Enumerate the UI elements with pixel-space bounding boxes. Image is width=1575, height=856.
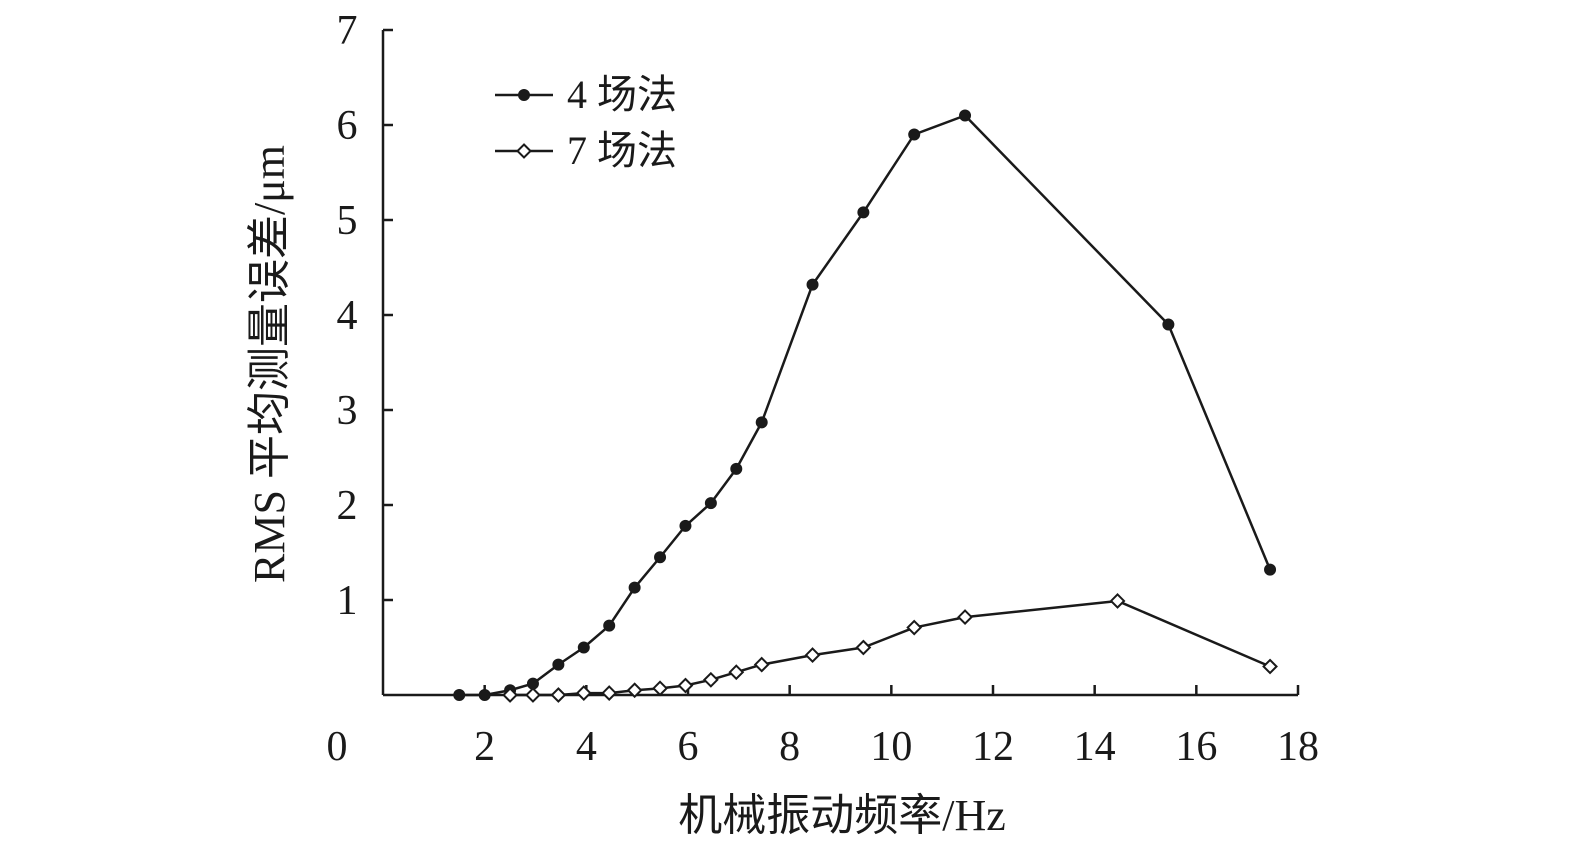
data-point xyxy=(453,689,466,701)
y-tick-label: 3 xyxy=(337,388,358,434)
data-point xyxy=(1264,563,1277,576)
data-point xyxy=(677,677,694,694)
legend-marker xyxy=(518,89,530,101)
y-tick-label: 2 xyxy=(337,483,358,529)
data-point xyxy=(679,519,692,532)
data-point xyxy=(730,462,743,475)
y-tick-label: 1 xyxy=(337,578,358,624)
data-point xyxy=(806,278,819,291)
y-tick-label: 4 xyxy=(337,293,358,339)
data-point xyxy=(577,641,590,654)
data-point xyxy=(704,497,717,510)
data-point xyxy=(652,680,668,697)
data-point xyxy=(908,128,921,141)
series-line xyxy=(510,599,1271,697)
data-point xyxy=(957,609,973,626)
x-tick-label: 6 xyxy=(678,724,699,770)
data-point xyxy=(550,687,567,703)
x-tick-label: 4 xyxy=(576,724,597,770)
legend-marker xyxy=(516,143,532,159)
data-point xyxy=(702,671,719,688)
series-1 xyxy=(453,109,1277,701)
data-point xyxy=(755,416,768,429)
legend-label: 7 场法 xyxy=(567,128,677,173)
legend: 4 场法 7 场法 xyxy=(495,72,677,173)
y-tick-label: 5 xyxy=(337,198,358,244)
series-2 xyxy=(502,593,1278,703)
origin-label: 0 xyxy=(327,724,348,770)
x-tick-label: 16 xyxy=(1175,724,1217,770)
data-point xyxy=(601,685,618,702)
data-point xyxy=(753,656,770,673)
data-point xyxy=(654,551,667,564)
data-point xyxy=(525,687,541,703)
x-tick-label: 10 xyxy=(870,724,912,770)
series-layer xyxy=(453,109,1278,703)
x-tick-label: 12 xyxy=(972,724,1014,770)
data-point xyxy=(857,206,870,219)
data-point xyxy=(552,658,565,671)
x-tick-label: 14 xyxy=(1074,724,1116,770)
x-tick-label: 2 xyxy=(474,724,495,770)
legend-item-2: 7 场法 xyxy=(495,128,677,173)
data-point xyxy=(804,647,821,664)
data-point xyxy=(502,687,518,703)
data-point xyxy=(906,619,923,636)
data-point xyxy=(1262,658,1278,675)
data-point xyxy=(626,682,643,699)
legend-label: 4 场法 xyxy=(567,72,677,117)
data-point xyxy=(728,664,745,681)
data-point xyxy=(855,639,872,656)
series-line xyxy=(459,114,1272,697)
y-tick-label: 6 xyxy=(337,103,358,149)
data-point xyxy=(628,581,641,594)
data-point xyxy=(1109,593,1126,609)
data-point xyxy=(603,619,616,632)
y-tick-label: 7 xyxy=(337,8,358,54)
data-point xyxy=(1162,318,1175,331)
data-point xyxy=(959,109,972,122)
data-point xyxy=(478,689,491,701)
y-axis-title: RMS 平均测量误差/μm xyxy=(245,145,294,583)
x-tick-label: 18 xyxy=(1277,724,1319,770)
legend-item-1: 4 场法 xyxy=(495,72,677,117)
data-point xyxy=(575,685,592,702)
x-axis-title: 机械振动频率/Hz xyxy=(678,791,1006,840)
x-tick-label: 8 xyxy=(779,724,800,770)
